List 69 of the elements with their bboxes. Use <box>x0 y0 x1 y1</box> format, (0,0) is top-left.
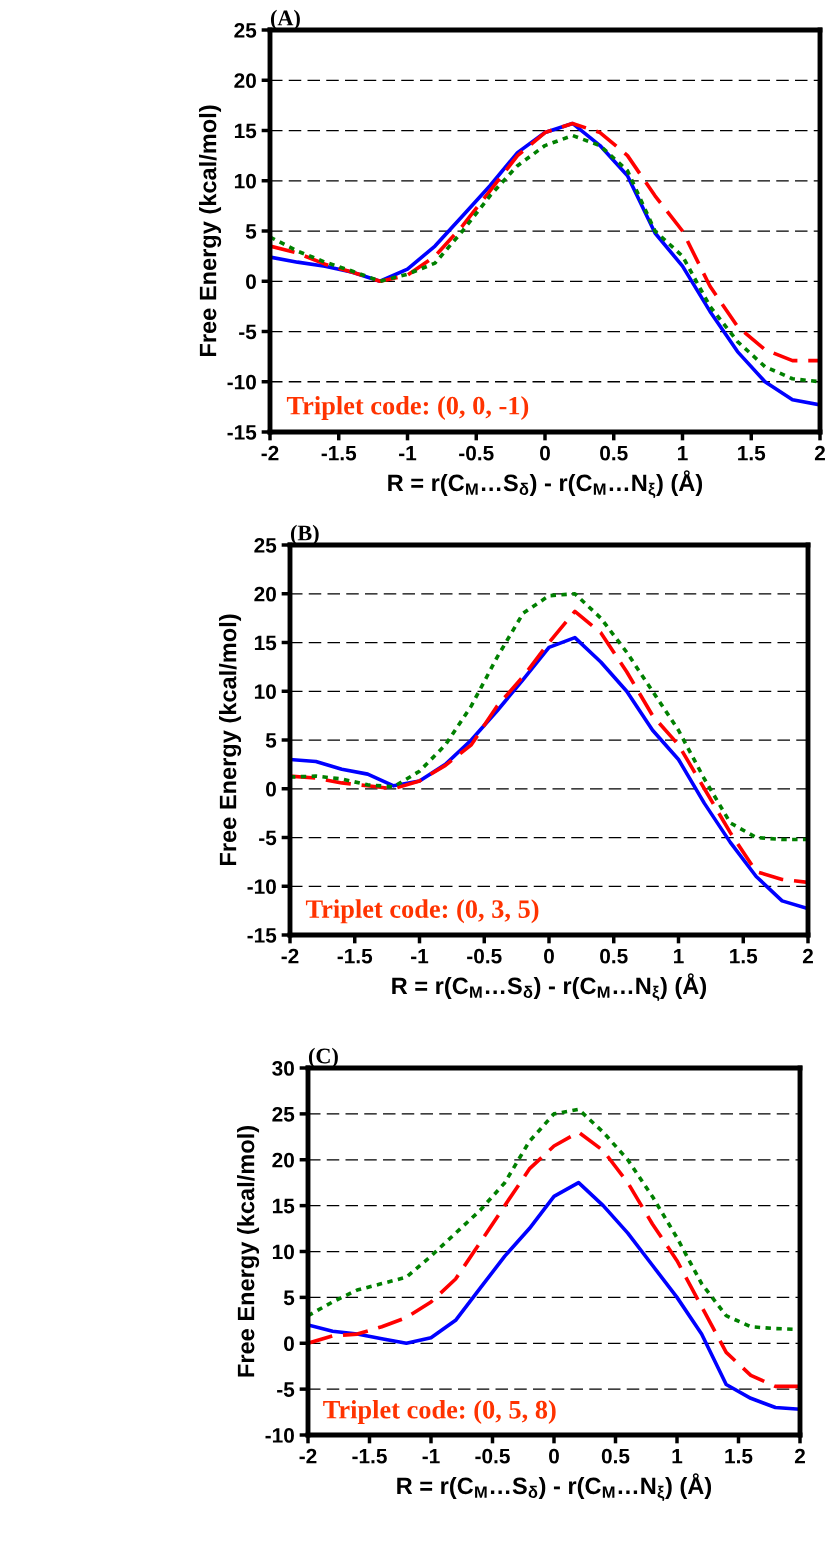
x-tick-label: 0 <box>549 1448 559 1464</box>
x-tick-label: -1 <box>399 445 417 461</box>
line-series <box>308 1130 800 1389</box>
x-tick-label: 1.5 <box>730 948 758 964</box>
y-tick-label: 25 <box>272 1106 295 1122</box>
y-tick-label: 5 <box>265 733 277 748</box>
x-tick-label: -0.5 <box>459 445 494 461</box>
y-tick-label: 10 <box>272 1244 294 1260</box>
x-tick-label: 2 <box>814 445 825 461</box>
x-tick-label: 1 <box>678 445 688 461</box>
y-tick-label: -10 <box>265 1428 294 1443</box>
x-tick-label: 1 <box>672 1448 683 1464</box>
y-tick-label: 0 <box>266 781 276 797</box>
text: R = r(C$_{M}$…S$_{δ}$) - r(C$_{M}$…N$_{ξ}$) (Å) <box>392 973 707 1001</box>
y-tick-label: 15 <box>234 123 257 139</box>
x-tick-label: 1.5 <box>738 445 766 461</box>
x-tick-label: -2 <box>281 948 299 964</box>
y-tick-label: -10 <box>247 879 276 894</box>
x-tick-label: 2 <box>802 948 813 964</box>
annotation: Triplet code: (0, 5, 8) <box>323 1400 556 1424</box>
y-tick-label: 20 <box>234 73 256 88</box>
y-axis-title: Free Energy (kcal/mol) <box>199 105 222 357</box>
x-tick-label: -2 <box>299 1448 317 1464</box>
x-tick-label: 0.5 <box>601 1448 630 1464</box>
x-tick-label: -1.5 <box>321 445 357 461</box>
y-tick-label: 20 <box>254 586 276 602</box>
line-series <box>290 609 808 885</box>
y-axis-title: Free Energy (kcal/mol) <box>237 1126 260 1377</box>
y-tick-label: -10 <box>227 374 256 390</box>
y-tick-label: -15 <box>247 928 277 943</box>
x-tick-label: 0.5 <box>600 948 628 964</box>
annotation: Triplet code: (0, 0, -1) <box>286 396 529 420</box>
y-tick-label: 20 <box>272 1152 294 1168</box>
y-tick-label: 30 <box>272 1061 294 1076</box>
chart-title: (B) <box>290 524 319 545</box>
y-tick-label: 15 <box>254 635 277 651</box>
x-tick-label: 0.5 <box>600 445 628 461</box>
x-tick-label: -1.5 <box>337 948 373 964</box>
x-tick-label: 0 <box>540 445 550 461</box>
x-tick-label: 2 <box>794 1448 805 1464</box>
y-axis-title: Free Energy (kcal/mol) <box>219 614 242 866</box>
annotation: Triplet code: (0, 3, 5) <box>305 899 539 924</box>
y-tick-label: 0 <box>246 274 256 289</box>
y-tick-label: 5 <box>283 1290 295 1306</box>
y-tick-label: -15 <box>227 425 257 440</box>
y-tick-label: 0 <box>284 1336 294 1351</box>
x-tick-label: -0.5 <box>475 1448 510 1464</box>
x-tick-label: -1 <box>411 948 429 964</box>
chart-title: (C) <box>308 1047 338 1068</box>
y-tick-label: 25 <box>234 23 257 38</box>
y-tick-label: 15 <box>272 1198 295 1214</box>
text: R = r(C$_{M}$…S$_{δ}$) - r(C$_{M}$…N$_{ξ}$) (Å) <box>388 470 703 498</box>
x-tick-label: 1.5 <box>725 1448 753 1464</box>
x-tick-label: -2 <box>261 445 279 461</box>
y-tick-label: 25 <box>254 538 277 553</box>
text: R = r(C$_{M}$…S$_{δ}$) - r(C$_{M}$…N$_{ξ}$) (Å) <box>397 1473 712 1501</box>
y-tick-label: 10 <box>234 173 256 189</box>
y-tick-label: 5 <box>245 224 257 239</box>
y-tick-label: -5 <box>277 1382 295 1397</box>
x-tick-label: -1.5 <box>352 1448 387 1464</box>
chart-title: (A) <box>270 9 300 30</box>
x-tick-label: -0.5 <box>467 948 502 964</box>
line-series <box>290 591 808 842</box>
x-tick-label: -1 <box>422 1448 440 1464</box>
y-tick-label: -5 <box>239 324 257 340</box>
y-tick-label: 10 <box>254 684 276 699</box>
y-tick-label: -5 <box>259 830 277 846</box>
x-tick-label: 1 <box>674 948 684 964</box>
x-tick-label: 0 <box>544 948 554 964</box>
